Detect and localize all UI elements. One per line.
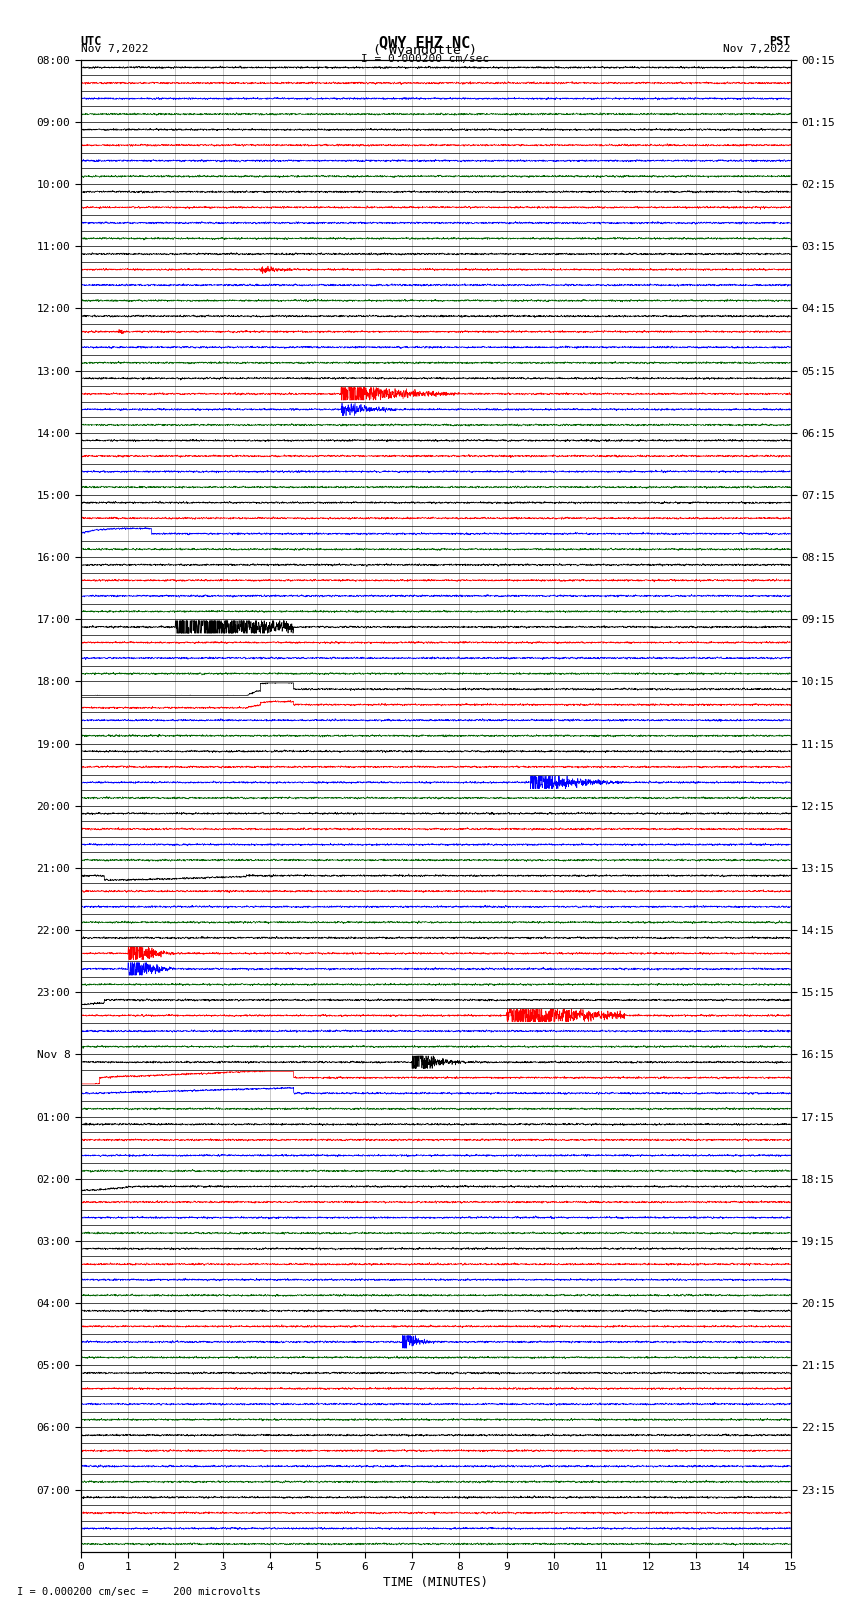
Text: PST: PST: [769, 35, 790, 48]
Text: QWY EHZ NC: QWY EHZ NC: [379, 35, 471, 50]
Text: ( Wyandotte ): ( Wyandotte ): [373, 44, 477, 58]
Text: I = 0.000200 cm/sec =    200 microvolts: I = 0.000200 cm/sec = 200 microvolts: [17, 1587, 261, 1597]
Text: UTC: UTC: [81, 35, 102, 48]
X-axis label: TIME (MINUTES): TIME (MINUTES): [383, 1576, 488, 1589]
Text: Nov 7,2022: Nov 7,2022: [81, 44, 148, 55]
Text: I = 0.000200 cm/sec: I = 0.000200 cm/sec: [361, 53, 489, 65]
Text: Nov 7,2022: Nov 7,2022: [723, 44, 791, 55]
